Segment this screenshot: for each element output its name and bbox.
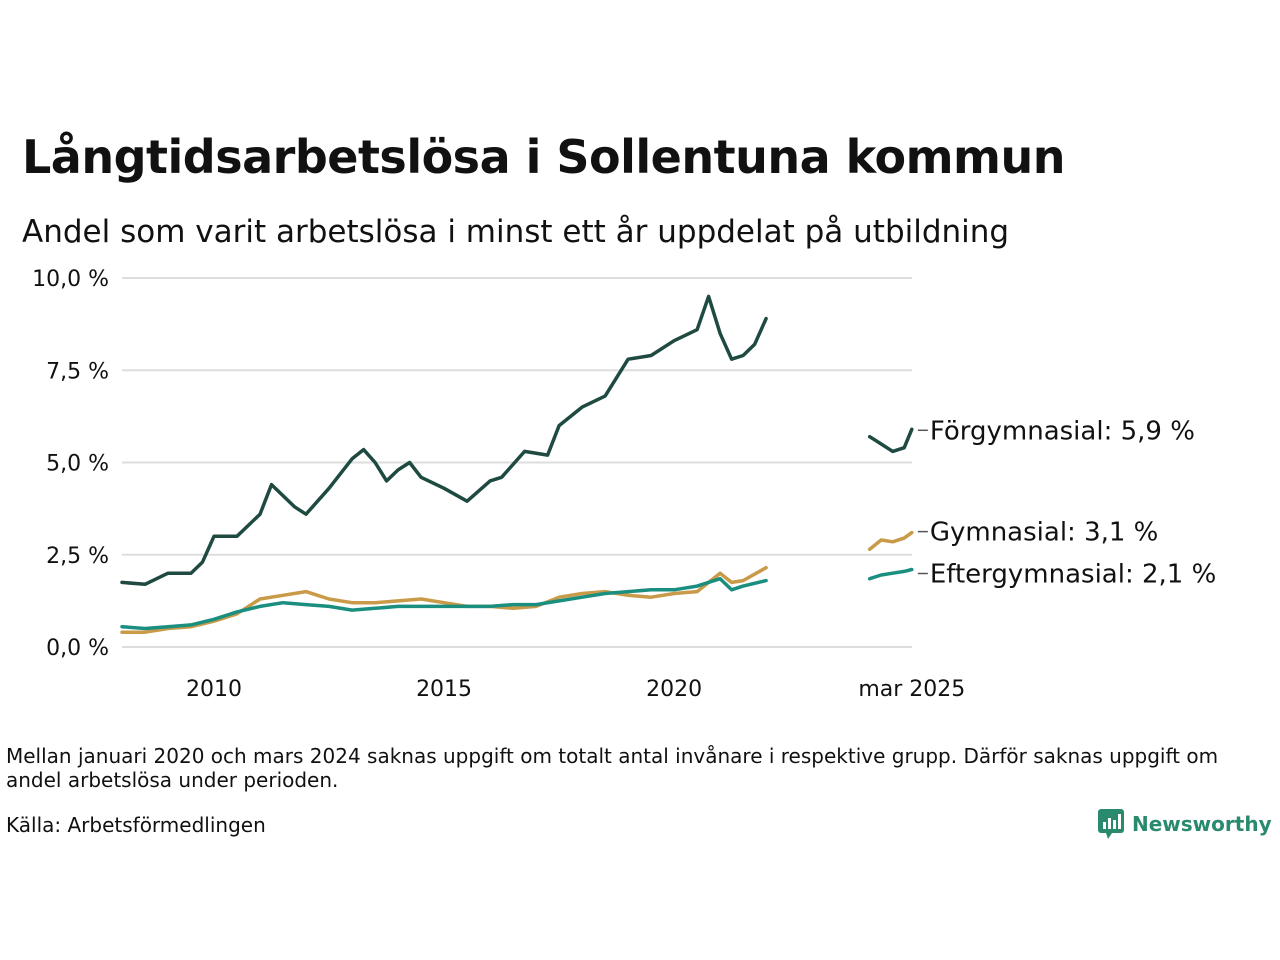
- source-text: Källa: Arbetsförmedlingen: [6, 813, 266, 837]
- brand-logo: Newsworthy: [1098, 808, 1272, 840]
- series-end-label-eftergymnasial: Eftergymnasial: 2,1 %: [930, 560, 1216, 590]
- series-line-f-rgymnasial: [867, 427, 914, 454]
- y-tick-label: 7,5 %: [46, 359, 109, 384]
- footnote: Mellan januari 2020 och mars 2024 saknas…: [6, 744, 1219, 792]
- series-line-eftergymnasial: [120, 576, 768, 631]
- y-tick-label: 10,0 %: [32, 267, 109, 292]
- x-tick-label: 2020: [646, 677, 702, 702]
- x-tick-label: 2010: [186, 677, 242, 702]
- series-end-label-gymnasial: Gymnasial: 3,1 %: [930, 518, 1159, 548]
- series-end-label-f-rgymnasial: Förgymnasial: 5,9 %: [930, 416, 1195, 446]
- series-line-eftergymnasial: [867, 567, 914, 581]
- y-tick-label: 5,0 %: [46, 452, 109, 477]
- chart-subtitle: Andel som varit arbetslösa i minst ett å…: [22, 214, 1010, 250]
- x-tick-label: 2015: [416, 677, 472, 702]
- x-tick-label: mar 2025: [858, 677, 965, 702]
- series-line-gymnasial: [120, 565, 768, 634]
- brand-name: Newsworthy: [1132, 812, 1272, 836]
- y-tick-label: 2,5 %: [46, 544, 109, 569]
- chart-title: Långtidsarbetslösa i Sollentuna kommun: [22, 130, 1065, 184]
- newsworthy-logo-icon: [1098, 809, 1124, 839]
- y-tick-label: 0,0 %: [46, 636, 109, 661]
- series-line-f-rgymnasial: [120, 294, 768, 587]
- series-line-gymnasial: [867, 530, 914, 551]
